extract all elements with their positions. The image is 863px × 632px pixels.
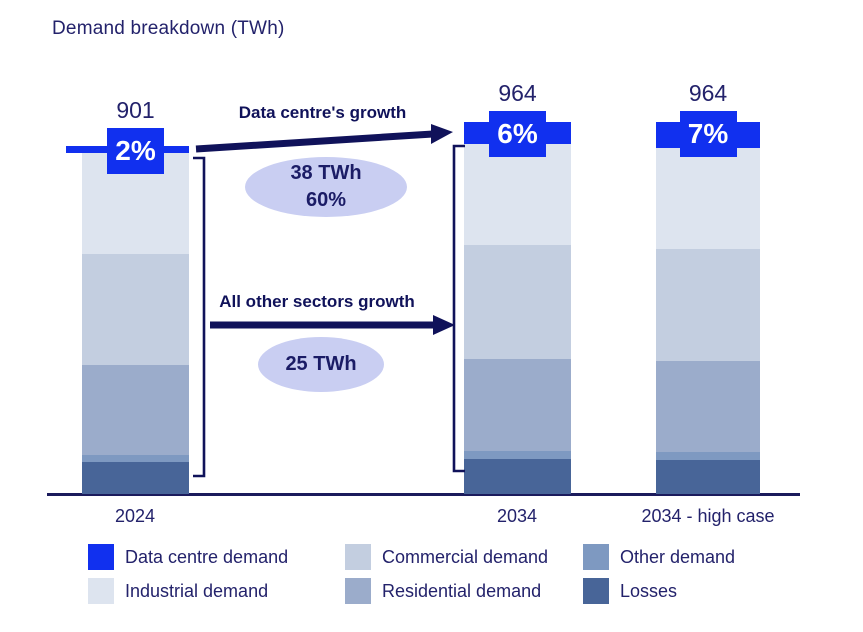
bar-segment-other-demand <box>656 451 760 460</box>
legend-swatch-commercial <box>345 544 371 570</box>
growth-bubble-25twh: 25 TWh <box>258 337 384 392</box>
data-centre-pct-label: 2% <box>107 128 164 175</box>
legend-swatch-data-centre <box>88 544 114 570</box>
legend-item-commercial: Commercial demand <box>345 544 548 570</box>
legend-swatch-industrial <box>88 578 114 604</box>
annotation-data-centre-growth: Data centre's growth <box>238 103 407 122</box>
bar-segment-industrial-demand <box>656 148 760 249</box>
bar-segment-commercial-demand <box>656 248 760 361</box>
bar-total-label: 964 <box>498 79 537 106</box>
right-bracket <box>452 144 465 473</box>
x-label-2034: 2034 <box>496 506 538 526</box>
bubble-line2: 60% <box>305 189 347 211</box>
legend-label: Commercial demand <box>382 546 549 567</box>
bar-segment-commercial-demand <box>82 253 189 366</box>
data-centre-pct-label: 6% <box>489 110 546 157</box>
x-axis-line <box>47 493 800 496</box>
legend-item-residential: Residential demand <box>345 578 541 604</box>
legend-item-losses: Losses <box>583 578 677 604</box>
bubble-line1: 38 TWh <box>290 162 362 184</box>
bar-segment-residential-demand <box>656 360 760 452</box>
bar-segment-residential-demand <box>464 359 571 452</box>
legend-swatch-losses <box>583 578 609 604</box>
bar-segment-other-demand <box>82 455 189 462</box>
bubble-line1: 25 TWh <box>285 353 357 375</box>
legend-swatch-residential <box>345 578 371 604</box>
growth-bubble-38twh: 38 TWh 60% <box>245 157 407 217</box>
legend-swatch-other <box>583 544 609 570</box>
bar-total-label: 901 <box>116 97 155 124</box>
legend-label: Data centre demand <box>125 546 289 567</box>
legend-label: Residential demand <box>382 580 542 601</box>
bar-segment-industrial-demand <box>464 143 571 246</box>
bar-segment-losses <box>464 459 571 494</box>
data-centre-band-extension <box>66 146 83 154</box>
legend-label: Industrial demand <box>125 580 269 601</box>
legend-label: Losses <box>620 580 678 601</box>
bar-segment-losses <box>656 459 760 494</box>
chart-title: Demand breakdown (TWh) <box>52 18 285 39</box>
bar-segment-losses <box>82 461 189 494</box>
bar-segment-residential-demand <box>82 365 189 455</box>
annotation-other-sectors-growth: All other sectors growth <box>219 292 415 311</box>
bar-segment-commercial-demand <box>464 245 571 360</box>
legend-item-other: Other demand <box>583 544 735 570</box>
other-sectors-growth-arrow <box>210 315 455 335</box>
bar-total-label: 964 <box>688 79 728 106</box>
data-centre-pct-label: 7% <box>679 110 737 157</box>
legend-label: Other demand <box>620 546 736 567</box>
legend-item-industrial: Industrial demand <box>88 578 268 604</box>
legend-item-data-centre: Data centre demand <box>88 544 288 570</box>
left-bracket <box>193 156 206 478</box>
x-label-2034-high-case: 2034 - high case <box>641 506 775 526</box>
x-label-2024: 2024 <box>114 506 156 526</box>
data-centre-growth-arrow <box>195 124 453 153</box>
bar-segment-other-demand <box>464 451 571 460</box>
